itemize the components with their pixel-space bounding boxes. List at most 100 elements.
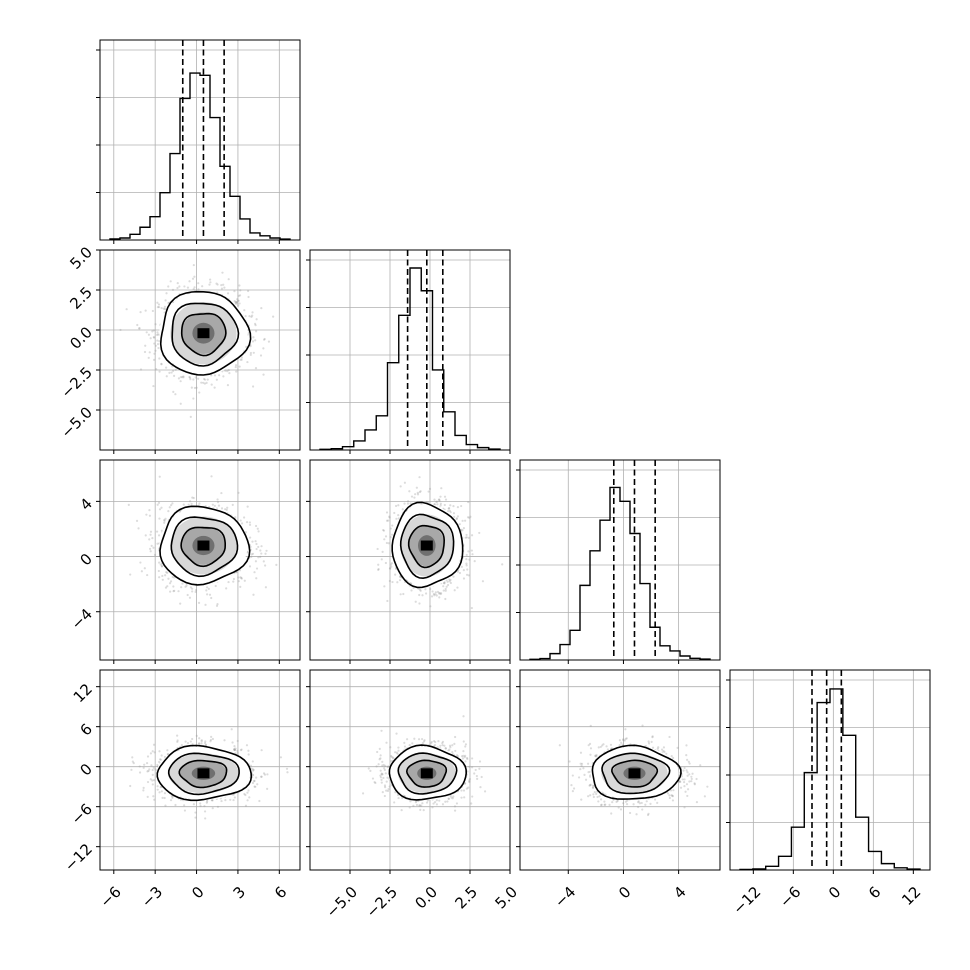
- scatter-point: [193, 286, 196, 289]
- scatter-point: [251, 768, 255, 771]
- scatter-point: [202, 381, 205, 384]
- scatter-point: [384, 535, 388, 538]
- scatter-point: [399, 575, 402, 579]
- scatter-point: [222, 283, 225, 286]
- scatter-point: [138, 771, 142, 774]
- scatter-point: [257, 545, 260, 549]
- scatter-point: [226, 506, 229, 509]
- scatter-point: [416, 493, 420, 496]
- scatter-point: [209, 278, 212, 281]
- scatter-point: [157, 305, 161, 309]
- scatter-point: [190, 502, 193, 505]
- scatter-point: [458, 523, 461, 526]
- contour-line: [407, 524, 446, 569]
- scatter-point: [466, 568, 469, 571]
- scatter-point: [194, 589, 198, 592]
- scatter-point: [158, 508, 162, 511]
- scatter-point: [245, 521, 249, 524]
- scatter-point: [438, 499, 441, 502]
- scatter-point: [197, 377, 200, 380]
- scatter-point: [234, 364, 238, 367]
- scatter-point: [453, 589, 456, 592]
- scatter-point: [204, 603, 207, 606]
- scatter-point: [240, 356, 244, 359]
- scatter-point: [194, 376, 197, 379]
- scatter-point: [456, 506, 460, 509]
- scatter-point: [247, 295, 250, 299]
- scatter-point: [465, 536, 468, 539]
- scatter-point: [244, 793, 247, 797]
- scatter-point: [442, 582, 446, 585]
- scatter-point: [147, 333, 151, 336]
- scatter-point: [156, 331, 159, 334]
- scatter-point: [260, 545, 263, 548]
- scatter-point: [160, 564, 164, 568]
- scatter-point: [190, 386, 193, 389]
- scatter-point: [157, 760, 161, 764]
- scatter-point: [402, 592, 405, 596]
- scatter-point: [251, 760, 254, 763]
- scatter-point: [182, 503, 185, 506]
- scatter-point: [125, 308, 128, 311]
- scatter-point: [161, 578, 164, 581]
- pair-panel-3-0: [96, 669, 301, 874]
- scatter-point: [444, 498, 448, 501]
- scatter-point: [250, 315, 253, 318]
- scatter-point: [151, 773, 154, 777]
- scatter-point: [174, 368, 177, 371]
- scatter-point: [140, 570, 143, 573]
- scatter-point: [434, 591, 437, 594]
- scatter-point: [211, 807, 214, 810]
- scatter-point: [168, 582, 172, 585]
- scatter-point: [158, 357, 161, 360]
- scatter-point: [439, 495, 442, 498]
- scatter-point: [184, 585, 187, 588]
- scatter-point: [464, 536, 467, 539]
- scatter-point: [194, 816, 197, 819]
- scatter-point: [244, 315, 247, 318]
- scatter-point: [234, 747, 237, 750]
- scatter-point: [220, 287, 224, 290]
- scatter-point: [131, 760, 134, 763]
- scatter-point: [143, 763, 146, 766]
- scatter-point: [149, 337, 152, 340]
- scatter-point: [172, 390, 175, 393]
- scatter-point: [251, 314, 254, 317]
- scatter-point: [416, 491, 419, 494]
- scatter-point: [235, 302, 238, 305]
- scatter-point: [414, 600, 417, 603]
- scatter-point: [165, 375, 168, 378]
- scatter-point: [453, 515, 456, 518]
- scatter-point: [263, 337, 266, 341]
- scatter-point: [389, 567, 392, 570]
- scatter-point: [442, 585, 445, 588]
- scatter-point: [171, 796, 174, 799]
- scatter-point: [473, 559, 476, 563]
- scatter-point: [259, 354, 263, 357]
- scatter-point: [252, 351, 255, 354]
- scatter-point: [197, 288, 200, 291]
- scatter-point: [436, 590, 440, 593]
- histogram-2: [529, 486, 711, 660]
- scatter-point: [409, 502, 412, 505]
- scatter-point: [254, 339, 257, 342]
- scatter-point: [171, 795, 174, 798]
- scatter-point: [153, 352, 156, 355]
- scatter-point: [382, 528, 385, 532]
- scatter-point: [245, 744, 249, 747]
- scatter-point: [226, 384, 230, 387]
- scatter-point: [189, 378, 192, 381]
- scatter-point: [160, 565, 164, 568]
- scatter-point: [166, 749, 169, 752]
- scatter-point: [193, 386, 197, 390]
- hist-panel-1: [306, 249, 511, 454]
- scatter-point: [119, 328, 122, 332]
- panel-frame: [309, 249, 511, 451]
- scatter-point: [443, 503, 446, 507]
- scatter-point: [164, 586, 168, 589]
- scatter-point: [435, 500, 439, 503]
- scatter-point: [383, 585, 386, 588]
- scatter-point: [234, 365, 237, 369]
- scatter-point: [160, 754, 163, 757]
- scatter-point: [275, 563, 278, 566]
